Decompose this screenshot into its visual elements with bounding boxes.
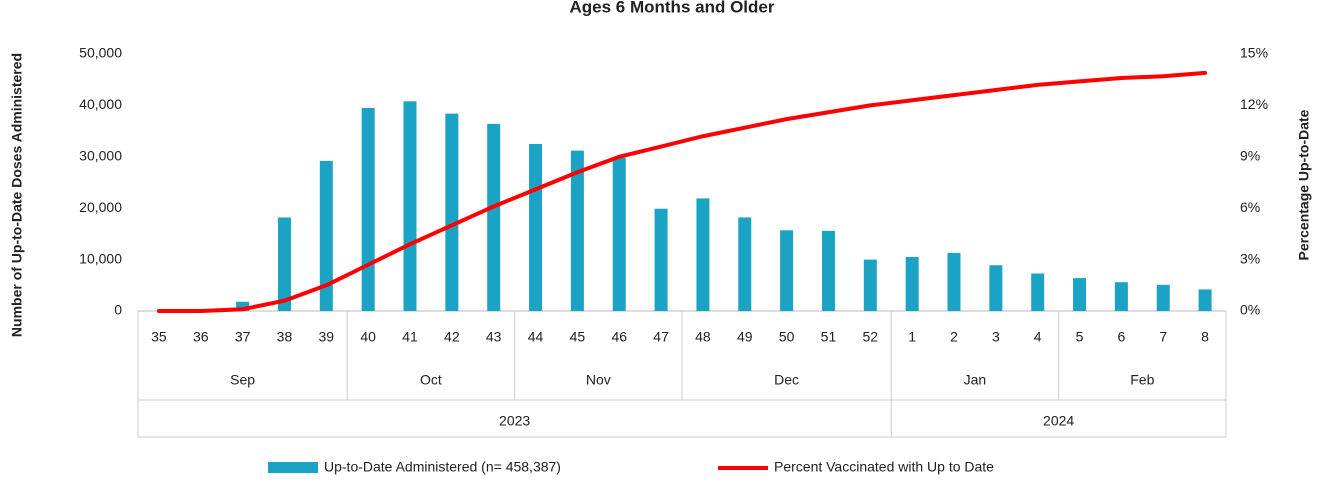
bar — [403, 101, 417, 312]
bar — [570, 150, 584, 311]
month-label: Nov — [586, 372, 611, 388]
bar — [236, 301, 250, 311]
x-tick-label: 37 — [235, 329, 251, 345]
x-tick-label: 50 — [779, 329, 795, 345]
legend-swatch — [268, 462, 318, 473]
y2-tick-label: 12% — [1240, 96, 1268, 112]
line — [156, 70, 1208, 313]
x-tick-label: 1 — [908, 329, 916, 345]
month-label: Sep — [230, 372, 255, 388]
x-tick-label: 38 — [277, 329, 293, 345]
bar — [1031, 273, 1045, 311]
y2-tick-label: 0% — [1240, 302, 1260, 318]
y-tick-label: 50,000 — [79, 45, 122, 61]
y-tick-label: 10,000 — [79, 250, 122, 266]
y-tick-label: 20,000 — [79, 199, 122, 215]
bar — [319, 160, 333, 311]
bar — [696, 198, 710, 311]
x-tick-label: 40 — [360, 329, 376, 345]
month-label: Dec — [774, 372, 799, 388]
bar — [1073, 278, 1087, 311]
x-tick-label: 39 — [319, 329, 335, 345]
bar — [947, 252, 961, 311]
x-tick-label: 36 — [193, 329, 209, 345]
month-label: Jan — [964, 372, 987, 388]
month-label: Feb — [1130, 372, 1154, 388]
bar — [1198, 289, 1212, 311]
bar — [612, 157, 626, 311]
x-tick-label: 3 — [992, 329, 1000, 345]
x-tick-label: 43 — [486, 329, 502, 345]
bar — [905, 257, 919, 311]
legend-label: Percent Vaccinated with Up to Date — [774, 459, 994, 475]
x-tick-label: 46 — [611, 329, 627, 345]
y2-tick-label: 6% — [1240, 199, 1260, 215]
y-axis-label: Number of Up-to-Date Doses Administered — [9, 53, 25, 337]
legend-label: Up-to-Date Administered (n= 458,387) — [324, 459, 561, 475]
year-label: 2023 — [499, 413, 530, 429]
bar — [445, 113, 459, 312]
y2-tick-label: 3% — [1240, 250, 1260, 266]
bar — [654, 208, 668, 311]
bar — [361, 107, 375, 311]
y-tick-label: 30,000 — [79, 148, 122, 164]
x-tick-label: 44 — [528, 329, 544, 345]
y-tick-label: 40,000 — [79, 96, 122, 112]
x-tick-label: 8 — [1201, 329, 1209, 345]
y2-axis-label: Percentage Up-to-Date — [1296, 109, 1312, 260]
bar — [277, 217, 291, 311]
x-tick-label: 51 — [821, 329, 837, 345]
x-tick-label: 4 — [1034, 329, 1042, 345]
bar — [487, 123, 501, 312]
bar — [863, 259, 877, 311]
x-tick-label: 45 — [570, 329, 586, 345]
x-tick-label: 49 — [737, 329, 753, 345]
x-tick-label: 5 — [1076, 329, 1084, 345]
y2-tick-label: 9% — [1240, 148, 1260, 164]
year-label: 2024 — [1043, 413, 1074, 429]
bar — [821, 230, 835, 311]
month-label: Oct — [420, 372, 442, 388]
x-tick-label: 42 — [444, 329, 460, 345]
x-tick-label: 35 — [151, 329, 167, 345]
bar — [1156, 284, 1170, 311]
bar — [529, 143, 543, 311]
x-tick-label: 52 — [863, 329, 879, 345]
bar — [989, 265, 1003, 311]
bar — [780, 230, 794, 311]
chart-title: Ages 6 Months and Older — [570, 0, 775, 16]
x-tick-label: 7 — [1159, 329, 1167, 345]
bar — [1114, 282, 1128, 311]
y2-tick-label: 15% — [1240, 45, 1268, 61]
x-tick-label: 48 — [695, 329, 711, 345]
bar — [738, 217, 752, 311]
y-tick-label: 0 — [114, 302, 122, 318]
x-tick-label: 6 — [1117, 329, 1125, 345]
x-tick-label: 2 — [950, 329, 958, 345]
x-tick-label: 41 — [402, 329, 418, 345]
x-tick-label: 47 — [653, 329, 669, 345]
